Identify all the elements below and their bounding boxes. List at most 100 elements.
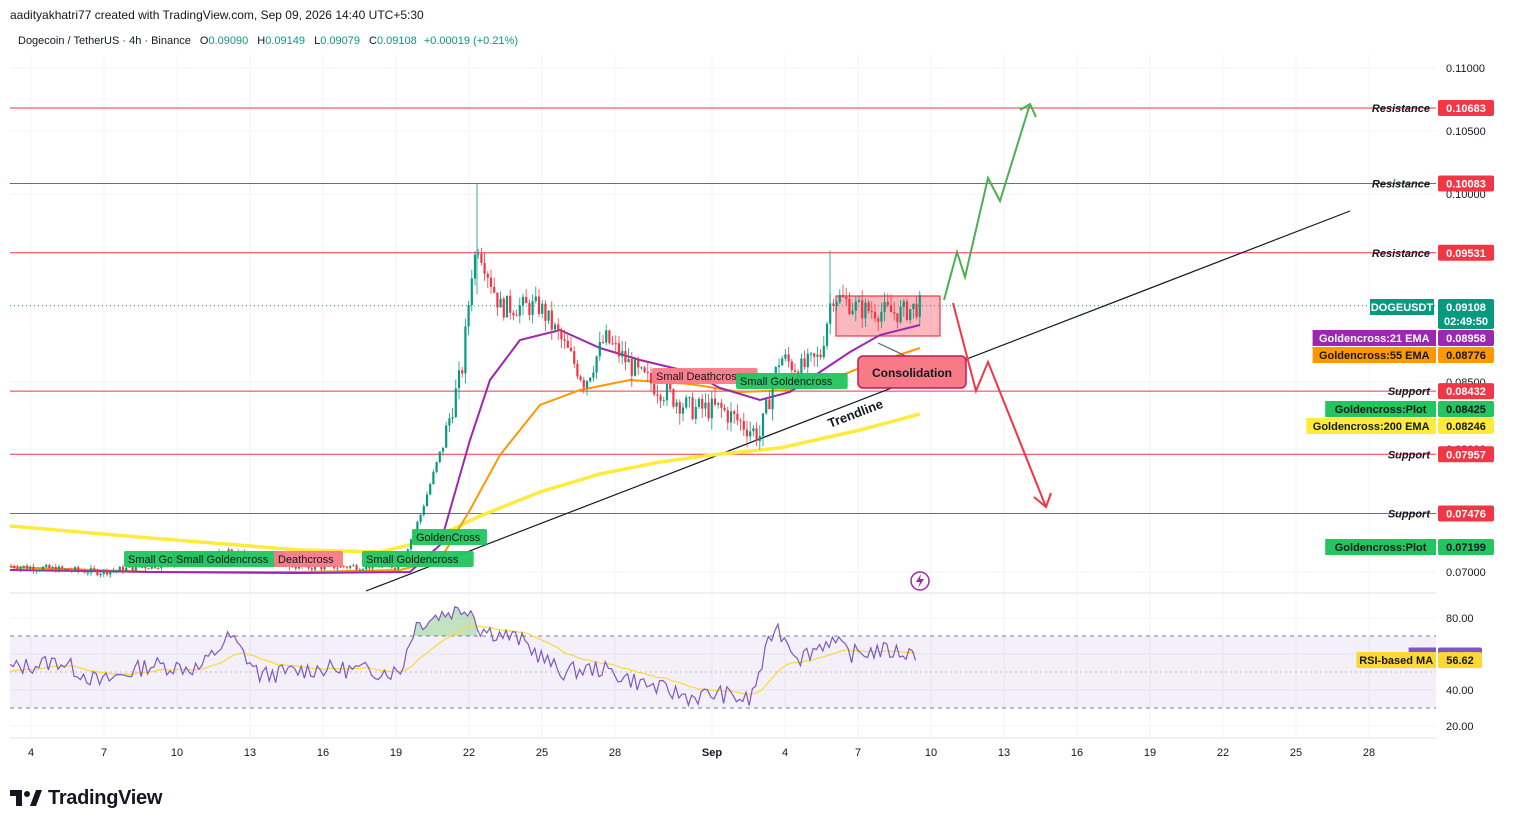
level-tag-bg-0 xyxy=(1438,99,1494,116)
candle-body xyxy=(601,342,605,344)
candle-body xyxy=(457,370,461,389)
candle-body xyxy=(742,421,745,430)
candle-body xyxy=(886,302,889,306)
tradingview-logo[interactable]: TradingView xyxy=(10,786,162,810)
price-tag-value-4: 0.08246 xyxy=(1446,421,1486,433)
candle-body xyxy=(451,417,454,419)
candle-body xyxy=(560,330,563,340)
candle-body xyxy=(704,402,707,409)
candle-body xyxy=(147,568,150,570)
candle-body xyxy=(819,354,822,358)
candle-body xyxy=(777,365,781,368)
price-tag-label-bg-5 xyxy=(1325,539,1436,555)
candle-body xyxy=(883,302,886,312)
price-tag-label-bg-3 xyxy=(1325,401,1436,417)
rsi-tick-2: 40.00 xyxy=(1446,685,1474,697)
attribution-text: aadityakhatri77 created with TradingView… xyxy=(10,8,424,22)
ohlc-close-label: C xyxy=(369,35,377,47)
level-label-5: Support xyxy=(1388,508,1431,520)
candle-body xyxy=(595,356,598,373)
candle-body xyxy=(525,296,528,304)
candle-body xyxy=(486,273,489,278)
price-tag-bg-1 xyxy=(1438,330,1494,346)
candle-body xyxy=(461,370,464,374)
candle-body xyxy=(765,399,768,414)
candle-body xyxy=(502,298,505,318)
candle-body xyxy=(310,568,313,570)
candle-body xyxy=(464,326,467,374)
signal-label-bg-1 xyxy=(172,551,284,567)
candle-body xyxy=(576,363,579,377)
candle-body xyxy=(733,411,736,414)
candle-body xyxy=(681,407,685,414)
bearish-projection-arrow[interactable] xyxy=(952,302,1047,508)
candle-body xyxy=(800,358,803,379)
candle-body xyxy=(829,303,832,324)
candle-body xyxy=(365,565,368,570)
candle-body xyxy=(685,397,688,408)
consolidation-callout[interactable] xyxy=(857,355,967,389)
level-tag-bg-4 xyxy=(1438,446,1494,463)
candle-body xyxy=(854,301,857,311)
candle-body xyxy=(662,400,665,402)
price-tag-label-3: Goldencross:Plot xyxy=(1335,404,1427,416)
candle-body xyxy=(665,383,669,401)
candle-body xyxy=(86,572,89,574)
signal-label-bg-4 xyxy=(412,529,488,545)
ohlc-low: 0.09079 xyxy=(320,35,360,47)
candle-body xyxy=(448,418,451,426)
candle-body xyxy=(157,567,160,569)
candle-body xyxy=(483,262,486,274)
candle-body xyxy=(509,295,512,313)
candle-body xyxy=(89,568,93,573)
ohlc-close: 0.09108 xyxy=(376,35,417,47)
price-tag-label-0: DOGEUSDT xyxy=(1371,302,1434,314)
candle-body xyxy=(54,566,57,572)
time-axis[interactable]: 4 7 10 13 16 19 22 25 28 Sep 4 7 10 13 16 19 22 25 28 xyxy=(28,747,1375,759)
candle-body xyxy=(521,296,525,306)
rsi-line xyxy=(9,606,917,708)
rsi-tag-label-1: RSI-based MA xyxy=(1359,655,1433,667)
candle-body xyxy=(41,566,45,571)
bullish-projection-arrow[interactable] xyxy=(943,103,1031,301)
candle-body xyxy=(112,570,115,572)
candle-body xyxy=(771,385,774,410)
candle-body xyxy=(93,568,96,570)
candle-body xyxy=(912,303,915,310)
candle-body xyxy=(320,566,323,570)
level-label-2: Resistance xyxy=(1372,248,1430,260)
candle-body xyxy=(313,565,317,570)
candle-body xyxy=(528,303,531,315)
ohlc-open-label: O xyxy=(199,35,209,47)
candle-body xyxy=(342,565,345,567)
candle-body xyxy=(29,566,32,569)
level-label-3: Support xyxy=(1388,386,1431,398)
candle-body xyxy=(633,359,637,376)
candle-body xyxy=(845,297,848,300)
candle-body xyxy=(781,358,784,366)
time-tick-7: 25 xyxy=(536,747,548,759)
candle-body xyxy=(550,310,553,330)
candle-body xyxy=(611,343,614,345)
signal-label-6: Small Goldencross xyxy=(740,376,833,388)
candle-body xyxy=(592,372,595,378)
candle-body xyxy=(857,300,861,302)
candle-body xyxy=(624,351,627,363)
rsi-ma-line xyxy=(9,624,916,695)
candle-body xyxy=(141,566,144,568)
candle-body xyxy=(736,413,739,421)
signal-label-bg-5 xyxy=(652,368,758,384)
tradingview-logo-icon xyxy=(10,790,42,806)
candle-body xyxy=(294,567,297,569)
symbol-name[interactable]: Dogecoin / TetherUS · 4h · Binance xyxy=(18,35,191,47)
trendline[interactable] xyxy=(365,210,1351,592)
candle-body xyxy=(99,573,102,576)
price-tag-bg-3 xyxy=(1438,401,1494,417)
candle-body xyxy=(557,324,560,331)
level-tag-bg-5 xyxy=(1438,505,1494,522)
time-tick-13: 13 xyxy=(998,747,1010,759)
candle-body xyxy=(841,295,845,298)
candle-body xyxy=(16,567,19,570)
price-chart[interactable]: Trendline Consolidation Small Goldencros… xyxy=(0,0,1515,780)
